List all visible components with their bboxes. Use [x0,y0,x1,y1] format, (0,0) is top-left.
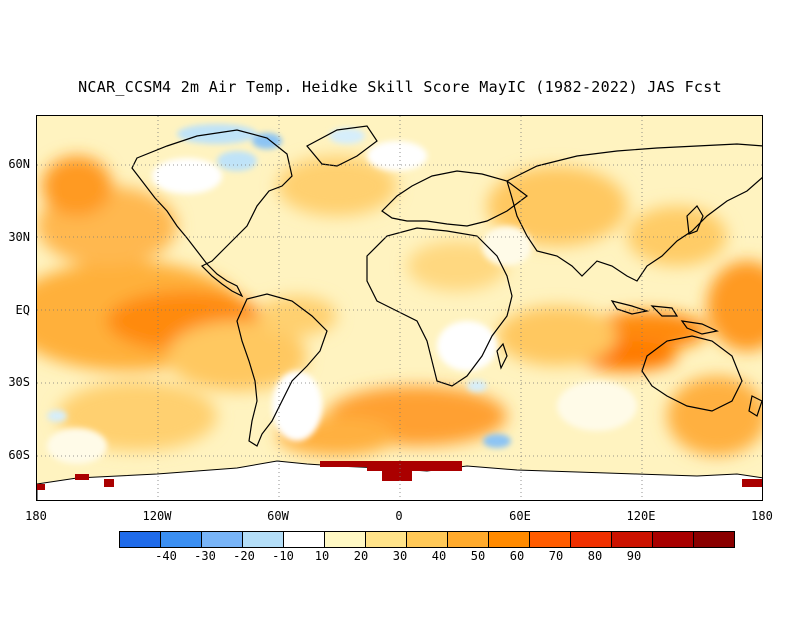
colorbar-swatch [365,531,407,548]
colorbar-swatch [570,531,612,548]
colorbar-swatch [652,531,694,548]
lon-label-120w: 120W [142,509,172,523]
lon-label-60e: 60E [509,509,531,523]
map-title: NCAR_CCSM4 2m Air Temp. Heidke Skill Sco… [78,78,722,96]
coastlines [131,125,762,447]
colorbar-swatch [324,531,366,548]
lon-label-60w: 60W [267,509,289,523]
colorbar-swatch [283,531,325,548]
colorbar-swatch [693,531,735,548]
colorbar-tick-label: 30 [392,549,408,563]
colorbar-tick-label: 70 [548,549,564,563]
low-skill-patches [47,141,637,464]
lat-label-eq: EQ [15,303,30,317]
colorbar-tick-label: -10 [272,549,294,563]
colorbar-swatch [529,531,571,548]
lat-label-60n: 60N [8,157,30,171]
colorbar-tick-label: -20 [233,549,255,563]
colorbar-swatch [406,531,448,548]
colorbar-tick-label: 40 [431,549,447,563]
colorbar-swatch [488,531,530,548]
colorbar-tick-label: 10 [314,549,330,563]
lat-label-30n: 30N [8,230,30,244]
colorbar-tick-label: 60 [509,549,525,563]
colorbar-tick-label: 90 [626,549,642,563]
colorbar-swatch [201,531,243,548]
colorbar-tick-label: -40 [155,549,177,563]
graticule [37,116,762,500]
colorbar-tick-label: -30 [194,549,216,563]
lat-label-60s: 60S [8,448,30,462]
colorbar-tick-label: 20 [353,549,369,563]
colorbar-swatch [160,531,202,548]
lon-label-0: 0 [395,509,403,523]
colorbar [119,531,735,548]
colorbar-tick-label: 80 [587,549,603,563]
lat-label-30s: 30S [8,375,30,389]
lon-label-180e: 180 [751,509,773,523]
colorbar-tick-label: 50 [470,549,486,563]
skill-score-map [36,115,763,501]
colorbar-swatch [611,531,653,548]
lon-label-120e: 120E [626,509,656,523]
colorbar-swatch [242,531,284,548]
lon-label-180w: 180 [25,509,47,523]
max-skill-blocks [37,461,762,490]
negative-skill-patches [47,124,511,448]
colorbar-swatch [447,531,489,548]
map-canvas [37,116,762,500]
colorbar-swatch [119,531,161,548]
